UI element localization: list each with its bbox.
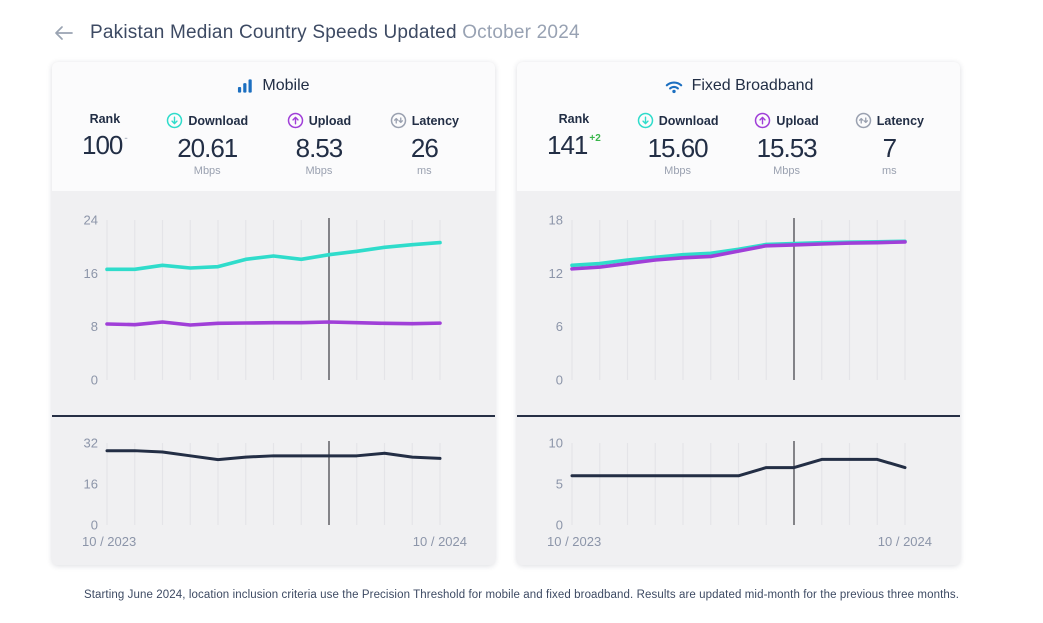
rank-value: 141 +2 (547, 130, 601, 160)
mobile-card-title-label: Mobile (262, 77, 310, 94)
rank-label: Rank (89, 112, 121, 126)
mobile-card-title: Mobile (52, 77, 495, 95)
upload-icon (287, 112, 304, 129)
download-icon (166, 112, 183, 129)
upload-label: Upload (308, 113, 352, 128)
mobile-signal-bars-icon (237, 78, 254, 94)
download-icon (637, 112, 654, 129)
download-unit: Mbps (664, 164, 692, 177)
rank-unit (547, 162, 601, 175)
svg-text:6: 6 (556, 319, 563, 334)
mobile-stat-upload: Upload 8.53 Mbps (287, 112, 351, 178)
fixed-latency-chart: 10 5 0 10 / 2023 10 / 2024 (547, 435, 932, 549)
upload-label: Upload (776, 113, 819, 128)
fixed-charts: 18 12 6 0 10 5 0 10 / 2023 10 / 2024 (517, 190, 960, 565)
upload-unit: Mbps (305, 164, 333, 177)
upload-value: 15.53 (756, 133, 818, 163)
latency-label: Latency (876, 113, 924, 128)
download-label: Download (658, 113, 719, 128)
upload-value: 8.53 (295, 133, 344, 163)
svg-text:12: 12 (549, 265, 563, 280)
latency-unit: ms (417, 164, 432, 177)
download-label: Download (188, 113, 249, 128)
mobile-latency-chart: 32 16 0 10 / 2023 10 / 2024 (82, 435, 467, 549)
latency-label: Latency (411, 113, 459, 128)
fixed-stats: Rank 141 +2 Download (517, 112, 960, 178)
rank-value: 100- (82, 130, 128, 160)
fixed-card-title-label: Fixed Broadband (691, 77, 814, 94)
upload-unit: Mbps (773, 164, 801, 177)
svg-text:0: 0 (556, 517, 563, 532)
fixed-speed-chart: 18 12 6 0 (549, 212, 907, 387)
latency-value: 7 (882, 133, 897, 163)
svg-text:18: 18 (549, 212, 563, 227)
fixed-card-header: Fixed Broadband Rank 141 +2 (517, 62, 960, 191)
svg-text:0: 0 (91, 517, 98, 532)
mobile-speed-chart: 24 16 8 0 (84, 212, 442, 387)
wifi-icon (664, 78, 684, 94)
mobile-stats: Rank 100- Download (52, 112, 495, 178)
fixed-stat-rank: Rank 141 +2 (547, 112, 601, 178)
latency-icon (855, 112, 872, 129)
mobile-stat-download: Download 20.61 Mbps (166, 112, 248, 178)
svg-text:24: 24 (84, 212, 98, 227)
fixed-stat-download: Download 15.60 Mbps (637, 112, 719, 178)
svg-text:10: 10 (549, 435, 563, 450)
svg-text:5: 5 (556, 476, 563, 491)
fixed-latency-section: 10 5 0 10 / 2023 10 / 2024 (517, 414, 960, 565)
mobile-charts: 24 16 8 0 32 16 0 10 / 2023 10 / 2024 (52, 190, 495, 565)
latency-icon (390, 112, 407, 129)
mobile-stat-latency: Latency 26 ms (390, 112, 459, 178)
svg-text:0: 0 (91, 372, 98, 387)
fixed-stat-latency: Latency 7 ms (855, 112, 924, 178)
svg-text:0: 0 (556, 372, 563, 387)
back-arrow-icon[interactable] (53, 25, 75, 41)
rank-change-badge: - (124, 133, 128, 144)
page-title-date: October 2024 (462, 22, 580, 43)
svg-text:32: 32 (84, 435, 98, 450)
svg-text:16: 16 (84, 265, 98, 280)
download-value: 20.61 (177, 133, 238, 163)
mobile-card: Mobile Rank 100- (52, 62, 495, 565)
fixed-broadband-card: Fixed Broadband Rank 141 +2 (517, 62, 960, 565)
svg-text:10 / 2024: 10 / 2024 (413, 534, 467, 549)
download-unit: Mbps (193, 164, 221, 177)
fixed-card-title: Fixed Broadband (517, 77, 960, 95)
svg-text:10 / 2024: 10 / 2024 (878, 534, 932, 549)
cards-row: Mobile Rank 100- (52, 62, 1043, 565)
mobile-card-header: Mobile Rank 100- (52, 62, 495, 191)
rank-label: Rank (558, 112, 590, 126)
rank-unit (82, 162, 128, 175)
page-title: Pakistan Median Country Speeds Updated O… (90, 22, 580, 44)
rank-change-badge: +2 (589, 133, 601, 144)
download-value: 15.60 (647, 133, 709, 163)
svg-text:16: 16 (84, 476, 98, 491)
latency-unit: ms (882, 164, 897, 177)
svg-text:8: 8 (91, 319, 98, 334)
mobile-stat-rank: Rank 100- (82, 112, 128, 178)
latency-value: 26 (410, 133, 439, 163)
page-title-main: Pakistan Median Country Speeds Updated (90, 22, 457, 43)
page-header: Pakistan Median Country Speeds Updated O… (0, 0, 1043, 44)
footnote: Starting June 2024, location inclusion c… (83, 588, 960, 601)
svg-text:10 / 2023: 10 / 2023 (82, 534, 136, 549)
upload-icon (754, 112, 771, 129)
svg-text:10 / 2023: 10 / 2023 (547, 534, 601, 549)
fixed-stat-upload: Upload 15.53 Mbps (754, 112, 819, 178)
mobile-latency-section: 32 16 0 10 / 2023 10 / 2024 (52, 414, 495, 565)
